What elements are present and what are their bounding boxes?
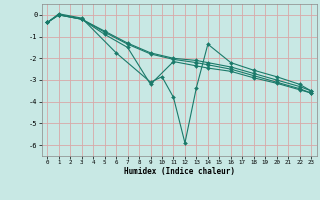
X-axis label: Humidex (Indice chaleur): Humidex (Indice chaleur): [124, 167, 235, 176]
